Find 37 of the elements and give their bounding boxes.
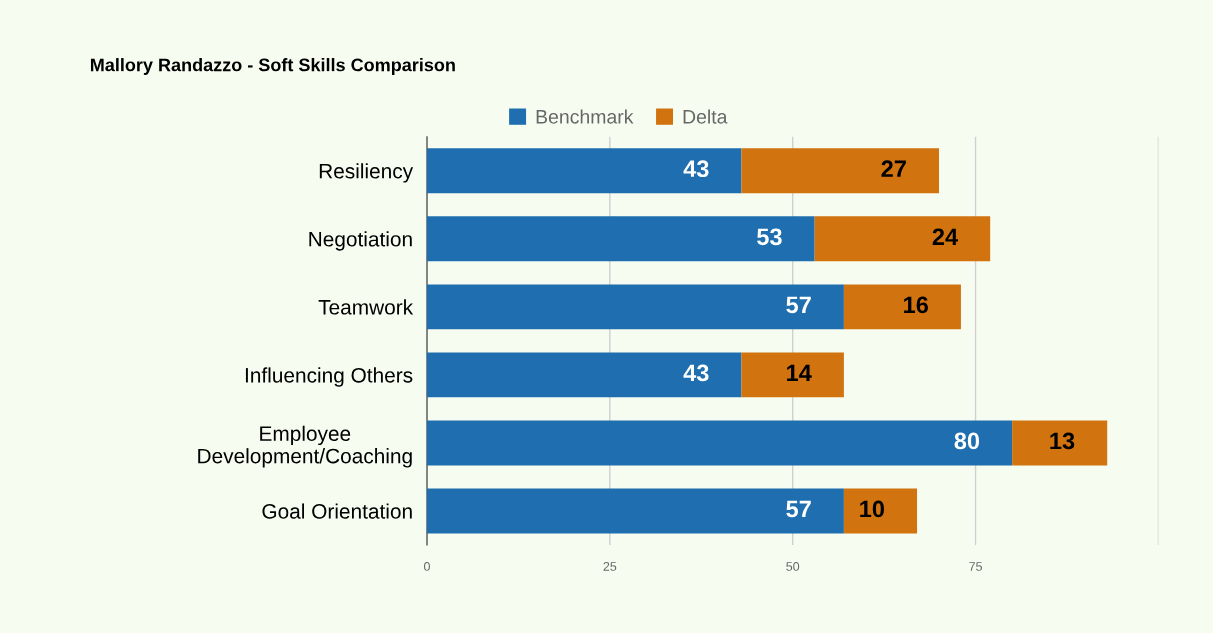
- data-label: 27: [881, 160, 906, 177]
- x-tick-label: 0: [423, 562, 430, 571]
- x-tick-label: 75: [969, 562, 982, 571]
- bar: [426, 488, 844, 534]
- data-label: 10: [860, 500, 884, 518]
- data-label: 57: [786, 296, 811, 314]
- y-tick-label: Resiliency: [319, 163, 414, 183]
- legend-label: Benchmark: [536, 109, 634, 124]
- bar: [426, 148, 742, 194]
- data-label: 16: [904, 296, 928, 314]
- data-label: 53: [757, 228, 782, 246]
- bar: [843, 488, 918, 534]
- y-tick-label: Negotiation: [309, 231, 412, 251]
- bar: [426, 352, 742, 398]
- data-label: 80: [954, 432, 980, 450]
- data-label: 14: [787, 364, 812, 381]
- bar: [426, 284, 844, 330]
- data-label: 13: [1050, 432, 1075, 450]
- data-label: 57: [786, 500, 811, 518]
- bar: [741, 352, 844, 398]
- x-tick-label: 50: [786, 562, 800, 571]
- text: Mallory Randazzo - Soft Skills Comparison: [90, 58, 455, 75]
- y-tick-label: Goal Orientation: [262, 503, 412, 519]
- x-tick-label: 25: [603, 562, 617, 571]
- data-label: 43: [683, 160, 709, 178]
- bar: [843, 284, 961, 330]
- legend-label: Delta: [683, 109, 728, 124]
- bar: [426, 216, 815, 262]
- y-tick-label: Teamwork: [318, 299, 414, 315]
- bar: [741, 148, 939, 194]
- bar: [426, 420, 1013, 466]
- data-label: 24: [932, 228, 958, 245]
- y-tick-label: Influencing Others: [245, 367, 413, 387]
- y-tick-label: Employee Development/Coaching: [198, 425, 412, 468]
- data-label: 43: [683, 364, 709, 382]
- bar: [814, 216, 991, 262]
- bar: [1012, 420, 1108, 466]
